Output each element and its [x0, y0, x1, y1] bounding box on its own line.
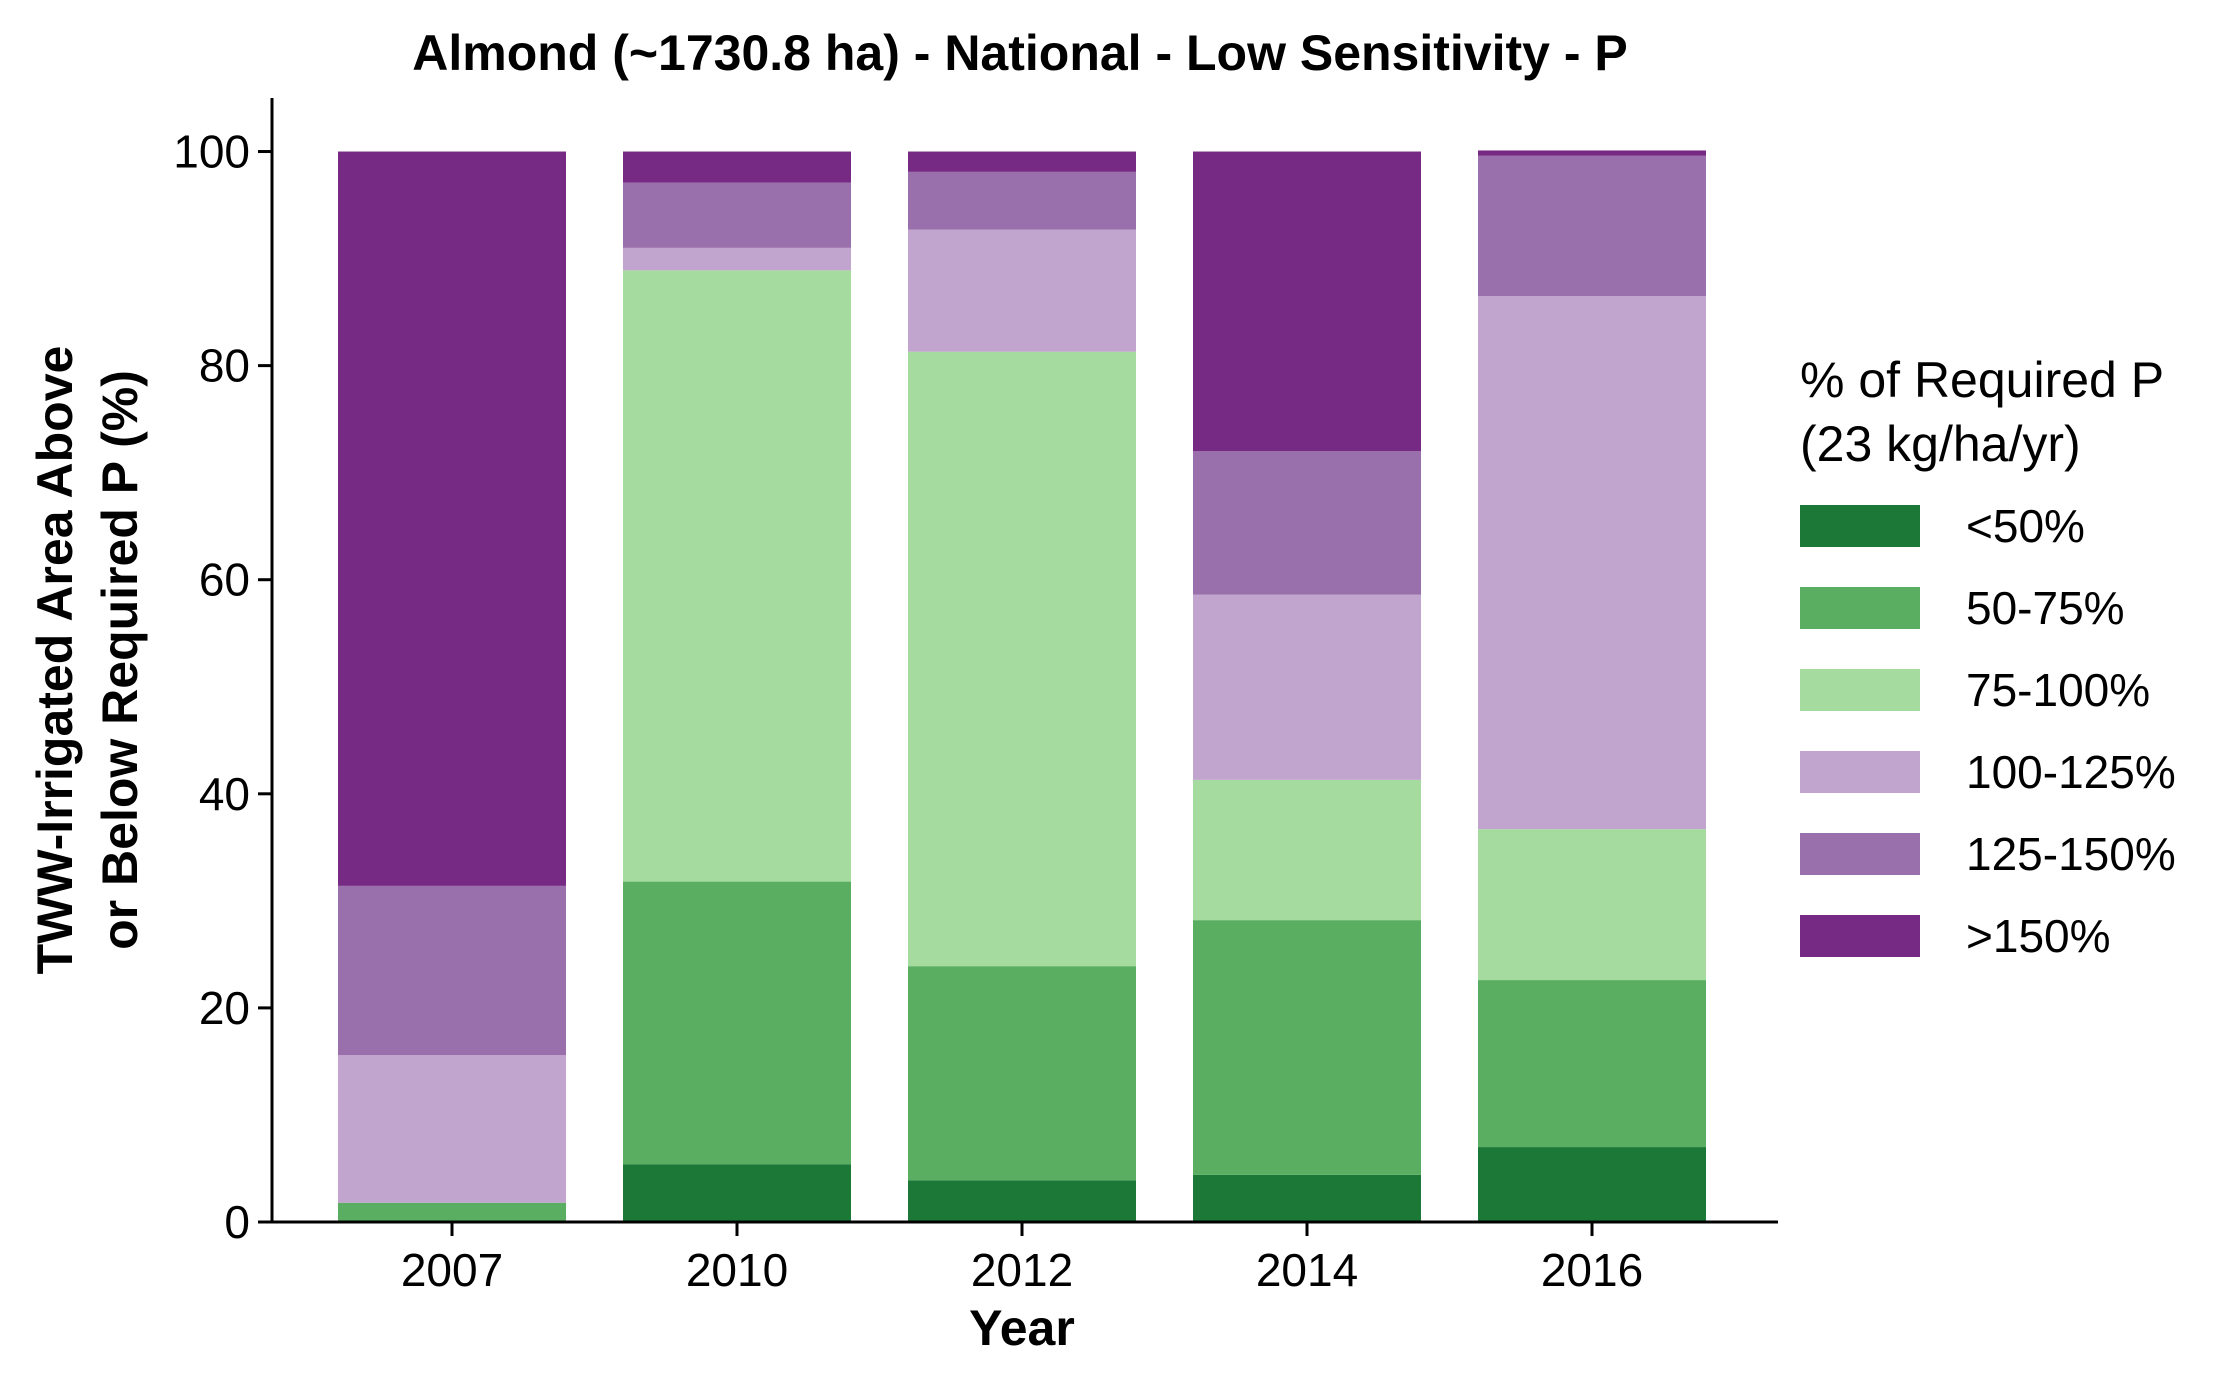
bar-segment-2010-2 [623, 270, 851, 882]
y-axis-title: TWW-Irrigated Area Above or Below Requir… [27, 346, 148, 975]
bar-segment-2012-1 [908, 966, 1136, 1181]
x-axis-title: Year [969, 1300, 1075, 1356]
x-tick-label-2012: 2012 [971, 1244, 1073, 1296]
bar-segment-2010-0 [623, 1164, 851, 1222]
bar-segment-2014-3 [1193, 594, 1421, 780]
bar-segment-2007-1 [338, 1202, 566, 1222]
bar-segment-2016-2 [1478, 829, 1706, 981]
bar-segment-2016-4 [1478, 155, 1706, 297]
y-tick-label: 40 [199, 768, 250, 820]
y-tick-label: 0 [224, 1196, 250, 1248]
y-tick-label: 80 [199, 340, 250, 392]
bar-segment-2010-4 [623, 182, 851, 248]
bar-segment-2014-4 [1193, 451, 1421, 595]
bar-segment-2007-4 [338, 885, 566, 1056]
bar-segment-2016-0 [1478, 1147, 1706, 1222]
bar-segment-2012-2 [908, 351, 1136, 967]
bar-segment-2007-5 [338, 151, 566, 886]
x-tick-label-2014: 2014 [1256, 1244, 1358, 1296]
bar-segment-2014-1 [1193, 920, 1421, 1175]
legend-title-line1: % of Required P [1800, 352, 2164, 408]
bar-segment-2012-5 [908, 151, 1136, 172]
bar-segment-2016-1 [1478, 980, 1706, 1148]
legend-swatch [1800, 833, 1920, 875]
y-tick-label: 60 [199, 554, 250, 606]
bar-segment-2012-4 [908, 171, 1136, 230]
bar-segment-2010-3 [623, 247, 851, 271]
y-axis-title-line1: TWW-Irrigated Area Above [27, 346, 83, 975]
legend-label: 75-100% [1966, 664, 2150, 716]
bar-segment-2016-5 [1478, 150, 1706, 156]
legend-label: 125-150% [1966, 828, 2176, 880]
bar-segment-2010-1 [623, 881, 851, 1165]
bar-segment-2012-3 [908, 229, 1136, 352]
y-axis-title-line2: or Below Required P (%) [92, 370, 148, 950]
x-tick-label-2007: 2007 [401, 1244, 503, 1296]
x-axis: 2007 2010 2012 2014 2016 [272, 1220, 1778, 1296]
legend-swatch [1800, 915, 1920, 957]
legend-label: >150% [1966, 910, 2111, 962]
x-tick-label-2010: 2010 [686, 1244, 788, 1296]
bar-segment-2014-5 [1193, 151, 1421, 452]
y-axis: 0 20 40 60 80 100 [173, 98, 274, 1248]
chart-title: Almond (~1730.8 ha) - National - Low Sen… [412, 25, 1628, 81]
bar-segment-2007-3 [338, 1055, 566, 1203]
bar-segment-2010-5 [623, 151, 851, 183]
legend-swatch [1800, 587, 1920, 629]
y-tick-label: 20 [199, 982, 250, 1034]
bar-segment-2014-2 [1193, 779, 1421, 921]
bar-segment-2014-0 [1193, 1174, 1421, 1222]
bar-segment-2012-0 [908, 1180, 1136, 1222]
bars-group [338, 150, 1706, 1222]
legend-swatch [1800, 669, 1920, 711]
legend-label: 100-125% [1966, 746, 2176, 798]
x-tick-label-2016: 2016 [1541, 1244, 1643, 1296]
y-tick-label: 100 [173, 126, 250, 178]
legend-swatch [1800, 751, 1920, 793]
bar-segment-2016-3 [1478, 296, 1706, 830]
legend-label: <50% [1966, 500, 2085, 552]
legend-title-line2: (23 kg/ha/yr) [1800, 416, 2081, 472]
legend: % of Required P (23 kg/ha/yr) <50% 50-75%… [1800, 352, 2176, 962]
legend-label: 50-75% [1966, 582, 2125, 634]
legend-swatch [1800, 505, 1920, 547]
